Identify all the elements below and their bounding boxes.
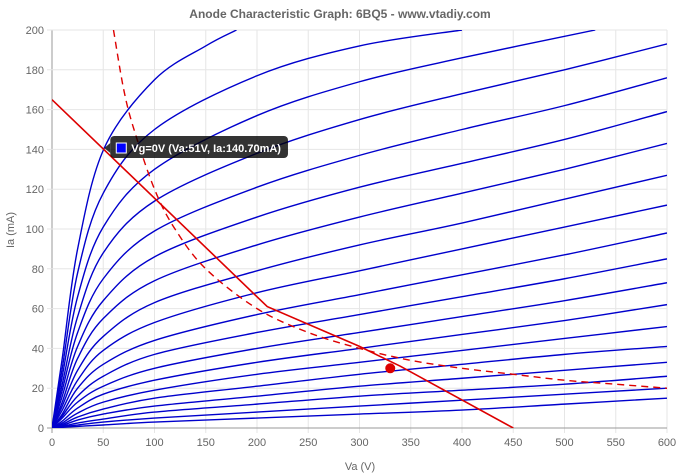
x-tick-label: 350 [402,437,420,449]
y-tick-label: 0 [38,423,44,435]
y-tick-label: 20 [32,383,44,395]
x-tick-label: 150 [197,437,215,449]
x-tick-label: 450 [504,437,522,449]
x-tick-label: 0 [49,437,55,449]
y-tick-label: 100 [26,224,44,236]
plate-curve [52,345,667,428]
plate-curve [52,397,667,428]
plate-curve [52,77,667,428]
x-axis-title: Va (V) [345,461,375,473]
x-tick-label: 550 [607,437,625,449]
tooltip-label: Vg=0V (Va:51V, Ia:140.70mA) [131,143,281,155]
y-tick-label: 120 [26,184,44,196]
plate-curve [52,303,667,428]
plate-curve [52,282,667,428]
tooltip-box [110,136,288,159]
plate-curve [52,387,667,428]
x-tick-label: 500 [555,437,573,449]
x-tick-label: 250 [299,437,317,449]
tooltip-caret [104,143,111,154]
y-axis-ticks: 0 20 40 60 80 100 120 140 160 180 200 [26,25,44,435]
x-tick-label: 300 [350,437,368,449]
y-tick-label: 180 [26,65,44,77]
tooltip: Vg=0V (Va:51V, Ia:140.70mA) [104,136,288,159]
x-tick-label: 600 [658,437,676,449]
plate-curve [52,142,667,428]
x-tick-label: 50 [97,437,109,449]
x-axis-ticks: 0 50 100 150 200 250 300 350 400 450 500 550 600 [49,437,676,449]
plate-curve [52,204,667,428]
plate-curve [52,174,667,428]
y-tick-label: 140 [26,144,44,156]
plate-curve [52,258,667,428]
plate-curve [52,325,667,428]
tooltip-color-swatch [115,142,127,154]
plate-curve [52,361,667,428]
plate-curve [52,375,667,428]
plate-curves [52,30,667,428]
y-tick-label: 200 [26,25,44,37]
x-tick-label: 100 [145,437,163,449]
plate-curve [52,232,667,428]
plate-curve [52,110,667,428]
x-tick-label: 200 [248,437,266,449]
chart-title: Anode Characteristic Graph: 6BQ5 - www.v… [189,7,490,21]
plate-curve [52,30,237,428]
y-tick-label: 60 [32,304,44,316]
y-tick-label: 80 [32,264,44,276]
y-axis-title: Ia (mA) [5,212,17,248]
operating-point [385,363,396,374]
y-tick-label: 160 [26,105,44,117]
x-tick-label: 400 [453,437,471,449]
y-tick-label: 40 [32,343,44,355]
load-line [52,99,514,428]
